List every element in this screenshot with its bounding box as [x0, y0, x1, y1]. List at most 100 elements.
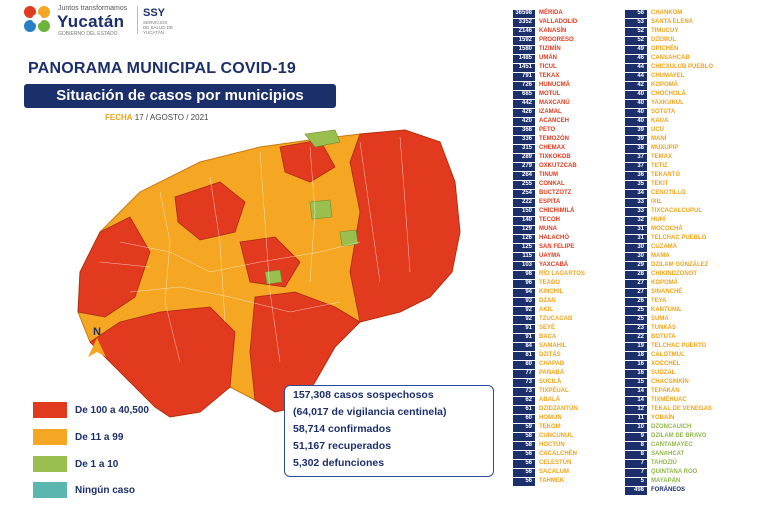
table-cell-municipality: TETIZ: [651, 163, 668, 169]
table-cell-count: 36598: [513, 10, 535, 18]
table-cell-municipality: TEMOZÓN: [539, 136, 569, 142]
region-green-1: [304, 129, 341, 148]
table-cell-count: 264: [513, 172, 535, 180]
table-cell-municipality: KOPOMÁ: [651, 280, 678, 286]
table-cell-municipality: HOMÚN: [539, 415, 562, 421]
legend-swatch-green: [33, 456, 67, 472]
table-cell-count: 94: [513, 289, 535, 297]
logo-wordmark: Yucatán: [57, 12, 125, 31]
table-cell-count: 81: [513, 352, 535, 360]
table-cell-count: 368: [513, 127, 535, 135]
table-cell-municipality: RÍO LAGARTOS: [539, 271, 585, 277]
table-cell-municipality: TEMAX: [651, 154, 672, 160]
table-cell-count: 58: [513, 442, 535, 450]
table-cell-count: 91: [513, 325, 535, 333]
table-cell-municipality: TUNKÁS: [651, 325, 676, 331]
date-label: FECHA: [105, 113, 133, 122]
table-cell-count: 96: [513, 280, 535, 288]
table-cell-count: 60: [513, 415, 535, 423]
table-cell-municipality: CANSAHCAB: [651, 55, 690, 61]
table-cell-count: 498: [625, 487, 647, 495]
legend-swatch-teal: [33, 482, 67, 498]
table-cell-municipality: SAN FELIPE: [539, 244, 575, 250]
table-cell-municipality: TEKOM: [539, 424, 561, 430]
table-cell-municipality: OXKUTZCAB: [539, 163, 577, 169]
table-cell-municipality: TIXPÉUAL: [539, 388, 569, 394]
table-cell-count: 36: [625, 172, 647, 180]
table-cell-count: 23: [625, 325, 647, 333]
stat-confirmed: 58,714 confirmados: [293, 423, 392, 435]
table-cell-count: 115: [513, 253, 535, 261]
table-cell-count: 254: [513, 190, 535, 198]
table-cell-municipality: QUINTANA ROO: [651, 469, 698, 475]
table-cell-count: 28: [625, 271, 647, 279]
table-cell-municipality: KANTUNIL: [651, 307, 682, 313]
region-green-3: [264, 269, 283, 285]
table-cell-municipality: KANASÍN: [539, 28, 567, 34]
table-cell-count: 40: [625, 100, 647, 108]
table-cell-municipality: CUZAMÁ: [651, 244, 677, 250]
table-cell-count: 16: [625, 361, 647, 369]
table-cell-municipality: SUCILÁ: [539, 379, 562, 385]
table-cell-municipality: TIXCACALCUPUL: [651, 208, 702, 214]
table-cell-count: 56: [513, 469, 535, 477]
table-cell-municipality: TELCHAC PUERTO: [651, 343, 707, 349]
table-cell-count: 40: [625, 118, 647, 126]
table-cell-count: 14: [625, 397, 647, 405]
stat-deaths: 5,302 defunciones: [293, 457, 385, 469]
page-subtitle: Situación de casos por municipios: [24, 84, 336, 108]
table-cell-count: 32: [625, 217, 647, 225]
legend-item-teal: Ningún caso: [33, 481, 135, 499]
table-cell-municipality: CHOCHOLÁ: [651, 91, 686, 97]
logo-tagline: Juntos transformamos: [58, 5, 128, 12]
table-cell-count: 8: [625, 451, 647, 459]
table-cell-count: 98: [513, 271, 535, 279]
table-cell-municipality: HOCTÚN: [539, 442, 565, 448]
table-cell-count: 30: [625, 244, 647, 252]
table-cell-count: 91: [513, 334, 535, 342]
table-cell-count: 25: [625, 307, 647, 315]
table-cell-municipality: MUNA: [539, 226, 557, 232]
table-cell-count: 56: [513, 451, 535, 459]
table-cell-municipality: TEABO: [539, 280, 560, 286]
table-cell-count: 22: [625, 334, 647, 342]
logo-gov-label: GOBIERNO DEL ESTADO: [58, 31, 118, 37]
table-cell-municipality: TIMUCUY: [651, 28, 679, 34]
table-cell-municipality: IZAMAL: [539, 109, 562, 115]
region-green-4: [339, 229, 359, 247]
table-cell-count: 27: [625, 280, 647, 288]
table-cell-municipality: YOBAÍN: [651, 415, 675, 421]
table-cell-count: 58: [513, 433, 535, 441]
stat-recovered: 51,167 recuperados: [293, 440, 392, 452]
table-cell-count: 44: [625, 64, 647, 72]
table-cell-municipality: TEKAX: [539, 73, 560, 79]
stats-box: 157,308 casos sospechosos (64,017 de vig…: [284, 385, 494, 477]
legend-label: De 11 a 99: [75, 431, 124, 443]
table-cell-municipality: DZILAM DE BRAVO: [651, 433, 707, 439]
table-cell-count: 336: [513, 136, 535, 144]
table-cell-municipality: CENOTILLO: [651, 190, 686, 196]
table-cell-municipality: HUNUCMÁ: [539, 82, 570, 88]
table-cell-municipality: CALOTMUL: [651, 352, 685, 358]
table-cell-municipality: UAYMA: [539, 253, 561, 259]
table-cell-count: 56: [625, 10, 647, 18]
table-cell-count: 73: [513, 379, 535, 387]
table-cell-count: 14: [625, 388, 647, 396]
table-cell-municipality: SINANCHÉ: [651, 289, 683, 295]
table-cell-municipality: DZEMUL: [651, 37, 676, 43]
table-cell-count: 30: [625, 253, 647, 261]
table-cell-municipality: TEKAL DE VENEGAS: [651, 406, 712, 412]
table-cell-count: 726: [513, 82, 535, 90]
table-cell-municipality: PETO: [539, 127, 556, 133]
table-cell-municipality: BUCTZOTZ: [539, 190, 572, 196]
table-cell-count: 7: [625, 460, 647, 468]
table-cell-count: 77: [513, 370, 535, 378]
table-cell-municipality: TICUL: [539, 64, 557, 70]
table-cell-municipality: UMÁN: [539, 55, 557, 61]
table-cell-municipality: OPICHÉN: [651, 46, 679, 52]
table-cell-count: 49: [625, 46, 647, 54]
ssy-logo: SSY: [143, 7, 166, 19]
table-cell-count: 7: [625, 469, 647, 477]
table-cell-municipality: YAXCABÁ: [539, 262, 569, 268]
table-cell-count: 126: [513, 235, 535, 243]
